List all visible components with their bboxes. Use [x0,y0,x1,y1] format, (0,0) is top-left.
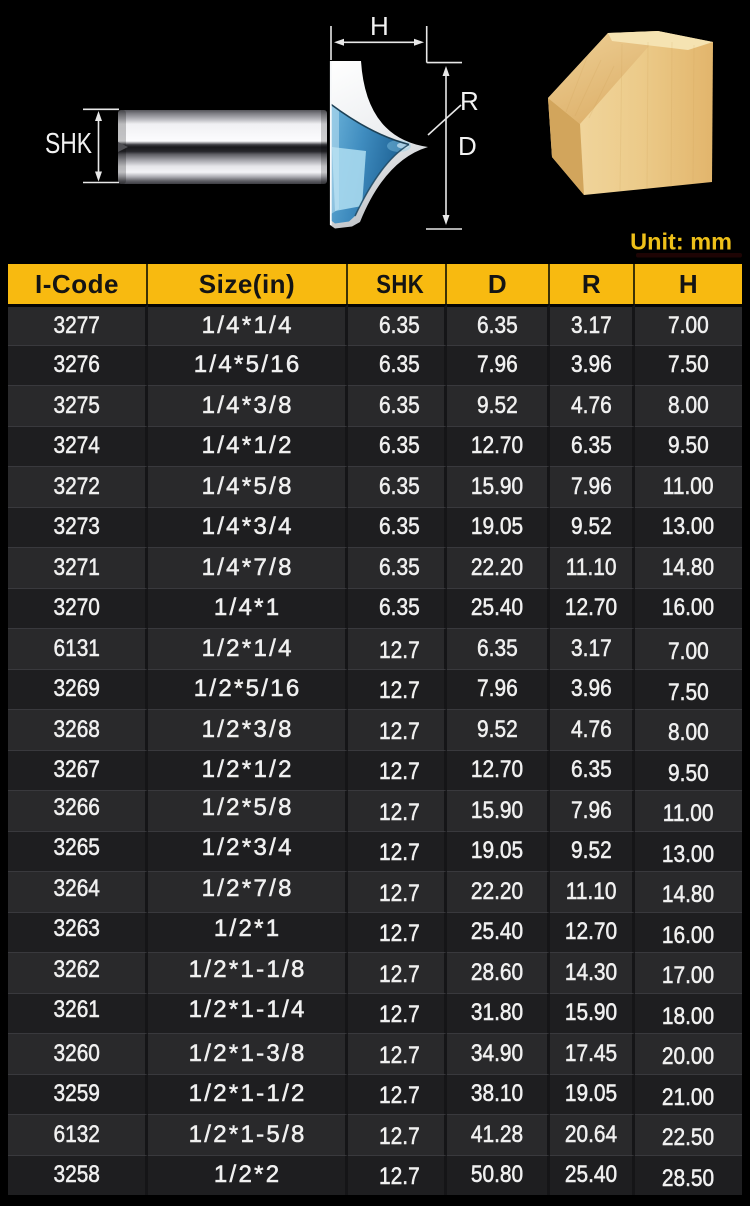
svg-text:R: R [460,86,479,116]
svg-text:Unit: mm: Unit: mm [630,229,732,255]
svg-text:SHK: SHK [45,128,93,160]
svg-text:D: D [458,131,477,161]
svg-text:H: H [370,11,389,41]
